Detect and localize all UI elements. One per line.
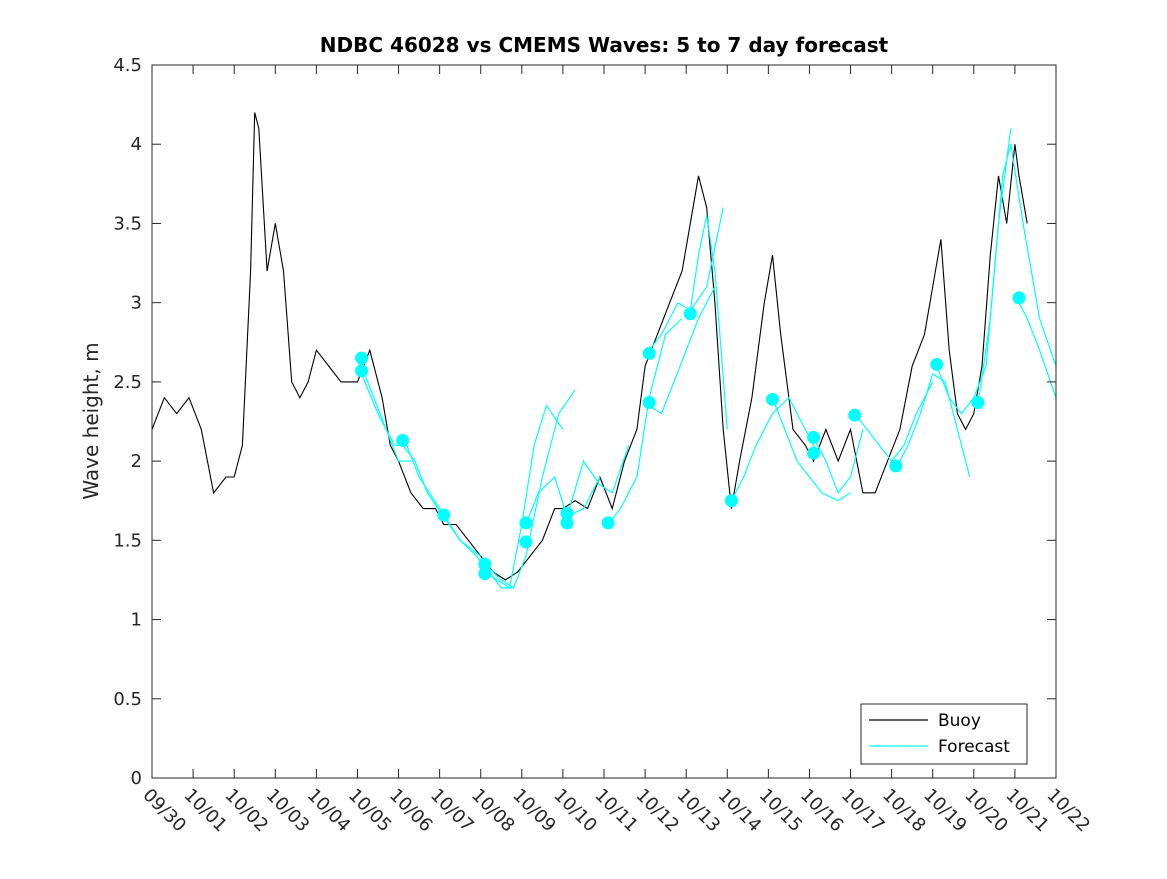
- forecast-marker: [642, 346, 656, 360]
- forecast-series-line-12: [730, 396, 819, 501]
- y-tick-label: 0.5: [113, 689, 142, 710]
- forecast-series-line-16: [895, 373, 971, 478]
- forecast-marker: [601, 516, 615, 530]
- forecast-marker: [560, 516, 574, 530]
- forecast-marker: [807, 430, 821, 444]
- y-tick-label: 2.5: [113, 372, 142, 393]
- chart-title: NDBC 46028 vs CMEMS Waves: 5 to 7 day fo…: [320, 33, 889, 57]
- forecast-marker: [1012, 291, 1026, 305]
- y-tick-label: 0: [131, 768, 142, 789]
- forecast-series-line-18: [977, 144, 1057, 406]
- forecast-series-line-14: [813, 429, 864, 495]
- forecast-marker: [560, 506, 574, 520]
- forecast-marker: [355, 351, 369, 365]
- forecast-marker: [396, 434, 410, 448]
- forecast-marker: [848, 408, 862, 422]
- y-tick-label: 1.5: [113, 530, 142, 551]
- forecast-marker: [478, 557, 492, 571]
- y-tick-label: 2: [131, 451, 142, 472]
- plot-area: [152, 65, 1056, 778]
- forecast-marker: [765, 392, 779, 406]
- series-layer: [151, 112, 1057, 589]
- forecast-series-line-19: [1018, 302, 1057, 398]
- forecast-series-line-5: [484, 389, 576, 589]
- forecast-marker: [889, 459, 903, 473]
- forecast-series-line-13: [771, 397, 851, 502]
- legend: Buoy Forecast: [860, 703, 1028, 765]
- buoy-series-line: [151, 112, 1028, 581]
- y-tick-label: 4: [131, 134, 142, 155]
- legend-label-forecast: Forecast: [938, 737, 1010, 757]
- y-tick-label: 1: [131, 610, 142, 631]
- y-tick-label: 3: [131, 293, 142, 314]
- forecast-series-line-7: [566, 445, 630, 517]
- legend-label-buoy: Buoy: [938, 711, 981, 731]
- forecast-series-line-10: [648, 286, 716, 415]
- forecast-marker: [683, 307, 697, 321]
- forecast-marker: [971, 395, 985, 409]
- forecast-series-line-6: [525, 475, 601, 525]
- forecast-series-line-8: [607, 318, 683, 525]
- forecast-marker: [724, 494, 738, 508]
- y-axis-label: Wave height, m: [79, 342, 103, 499]
- forecast-series-line-11: [689, 215, 728, 430]
- forecast-marker: [478, 567, 492, 581]
- forecast-marker: [437, 508, 451, 522]
- forecast-marker: [519, 535, 533, 549]
- forecast-marker: [642, 395, 656, 409]
- forecast-marker: [930, 357, 944, 371]
- forecast-marker: [355, 364, 369, 378]
- y-tick-label: 3.5: [113, 213, 142, 234]
- y-tick-label: 4.5: [113, 55, 142, 76]
- forecast-marker: [519, 516, 533, 530]
- forecast-series-line-9: [648, 207, 724, 351]
- forecast-marker: [807, 446, 821, 460]
- legend-box: [860, 703, 1028, 765]
